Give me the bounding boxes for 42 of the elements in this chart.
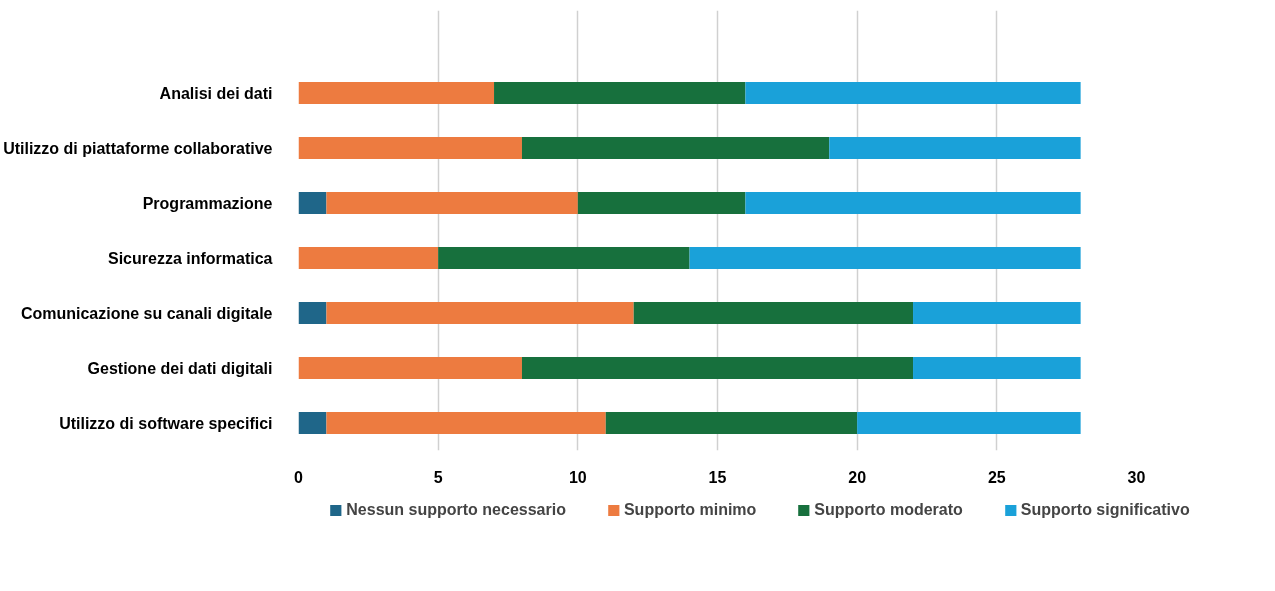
legend-label: Supporto minimo: [623, 501, 757, 519]
bar: [605, 412, 858, 434]
legend-label: Supporto significativo: [1020, 501, 1190, 519]
x-tick-label: 5: [433, 468, 443, 486]
x-tick-label: 25: [987, 468, 1006, 486]
bar: [521, 357, 914, 379]
bar: [857, 412, 1081, 434]
bar: [438, 247, 690, 269]
bar: [577, 192, 746, 214]
bar: [913, 302, 1081, 324]
x-tick-label: 10: [568, 468, 587, 486]
bar: [494, 82, 746, 104]
bar: [326, 412, 606, 434]
y-tick-label: Utilizzo di piattaforme collaborative: [3, 139, 273, 157]
bar: [521, 137, 830, 159]
bar: [298, 412, 327, 434]
y-tick-label: Comunicazione su canali digitale: [20, 304, 273, 322]
y-tick-label: Gestione dei dati digitali: [87, 359, 273, 377]
bar: [298, 82, 495, 104]
legend-label: Nessun supporto necessario: [346, 501, 566, 519]
bar: [745, 82, 1081, 104]
bar: [745, 192, 1081, 214]
bar: [298, 192, 327, 214]
y-tick-label: Programmazione: [142, 194, 273, 212]
bar: [298, 302, 327, 324]
bar: [633, 302, 914, 324]
bar: [913, 357, 1081, 379]
x-tick-label: 30: [1127, 468, 1146, 486]
bar: [326, 302, 634, 324]
x-tick-label: 0: [294, 468, 304, 486]
x-tick-label: 15: [708, 468, 727, 486]
bar: [829, 137, 1081, 159]
bar: [298, 247, 439, 269]
bar: [298, 357, 522, 379]
y-tick-label: Analisi dei dati: [159, 84, 273, 102]
x-tick-label: 20: [848, 468, 867, 486]
y-tick-label: Sicurezza informatica: [108, 249, 273, 267]
bar: [689, 247, 1081, 269]
y-tick-label: Utilizzo di software specifici: [59, 414, 273, 432]
bar: [326, 192, 578, 214]
legend-label: Supporto moderato: [814, 501, 963, 519]
bar: [298, 137, 522, 159]
